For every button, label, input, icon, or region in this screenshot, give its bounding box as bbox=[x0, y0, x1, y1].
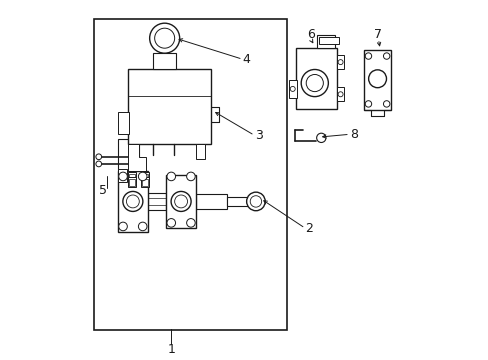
Bar bbox=[129, 174, 135, 181]
Text: 8: 8 bbox=[349, 128, 357, 141]
Bar bbox=[128, 69, 210, 144]
Circle shape bbox=[250, 196, 261, 207]
Bar bbox=[316, 35, 334, 48]
Text: 7: 7 bbox=[374, 28, 382, 41]
Circle shape bbox=[138, 222, 147, 231]
Circle shape bbox=[290, 86, 295, 91]
Circle shape bbox=[149, 23, 179, 53]
Bar bbox=[318, 37, 338, 44]
Circle shape bbox=[138, 172, 147, 181]
Text: 2: 2 bbox=[305, 222, 313, 235]
Bar bbox=[153, 53, 176, 69]
Bar bbox=[226, 197, 247, 206]
Bar bbox=[148, 193, 165, 210]
Bar bbox=[165, 175, 196, 228]
Circle shape bbox=[337, 92, 343, 97]
Bar bbox=[337, 87, 343, 102]
Bar bbox=[129, 179, 135, 186]
Circle shape bbox=[383, 53, 389, 59]
Circle shape bbox=[301, 69, 327, 96]
Text: 1: 1 bbox=[167, 343, 175, 356]
Circle shape bbox=[154, 28, 174, 48]
Circle shape bbox=[316, 133, 325, 143]
Bar bbox=[118, 112, 129, 134]
Circle shape bbox=[186, 219, 195, 227]
Circle shape bbox=[186, 172, 195, 181]
Circle shape bbox=[337, 60, 343, 64]
Bar bbox=[118, 139, 139, 171]
Circle shape bbox=[166, 219, 175, 227]
Bar bbox=[118, 169, 126, 182]
Text: 4: 4 bbox=[242, 53, 250, 66]
Circle shape bbox=[166, 172, 175, 181]
Text: 5: 5 bbox=[99, 184, 107, 197]
Bar bbox=[141, 177, 148, 187]
Circle shape bbox=[126, 195, 139, 208]
Bar bbox=[118, 171, 148, 232]
Bar bbox=[288, 80, 296, 98]
Circle shape bbox=[119, 172, 127, 181]
Circle shape bbox=[174, 195, 187, 208]
Circle shape bbox=[119, 222, 127, 231]
Circle shape bbox=[246, 192, 264, 211]
Circle shape bbox=[305, 75, 323, 92]
Bar bbox=[141, 172, 148, 182]
Circle shape bbox=[368, 70, 386, 88]
Text: 6: 6 bbox=[306, 28, 314, 41]
Circle shape bbox=[171, 192, 191, 211]
Bar bbox=[364, 50, 390, 111]
Circle shape bbox=[122, 192, 142, 211]
Circle shape bbox=[96, 161, 102, 167]
Bar bbox=[296, 48, 337, 109]
Circle shape bbox=[383, 101, 389, 107]
Bar bbox=[196, 194, 226, 208]
Bar bbox=[142, 179, 147, 186]
Bar bbox=[128, 172, 136, 182]
Circle shape bbox=[96, 154, 102, 159]
Circle shape bbox=[365, 101, 371, 107]
Circle shape bbox=[365, 53, 371, 59]
Bar bbox=[94, 19, 287, 330]
Bar bbox=[142, 174, 147, 181]
Polygon shape bbox=[128, 144, 146, 171]
Bar bbox=[196, 144, 205, 158]
Bar bbox=[337, 55, 343, 69]
Bar bbox=[128, 177, 136, 187]
Text: 3: 3 bbox=[254, 129, 262, 142]
